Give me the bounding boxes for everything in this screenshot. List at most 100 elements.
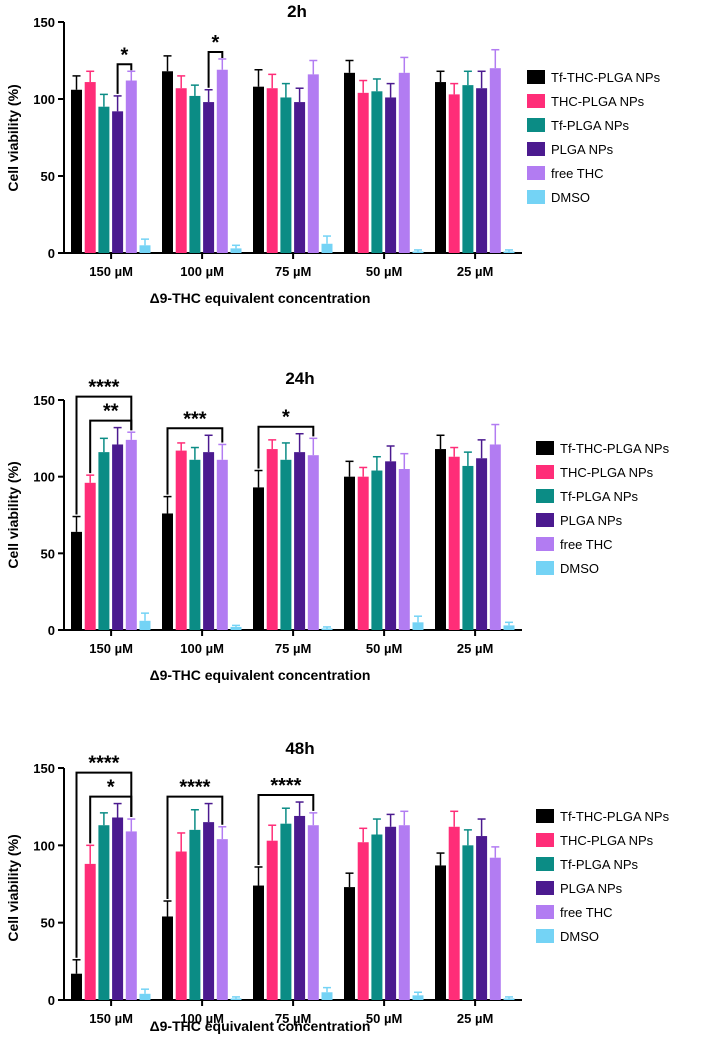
bar bbox=[253, 86, 264, 254]
bar bbox=[203, 102, 215, 253]
bar bbox=[448, 456, 460, 630]
bar bbox=[503, 251, 515, 253]
significance-bracket bbox=[75, 771, 133, 958]
y-tick-label: 50 bbox=[41, 916, 55, 931]
x-tick-label: 75 µM bbox=[275, 1011, 311, 1026]
bar bbox=[371, 470, 383, 630]
legend: Tf-THC-PLGA NPs THC-PLGA NPs Tf-PLGA NPs PL… bbox=[536, 441, 670, 576]
x-tick-label: 75 µM bbox=[275, 641, 311, 656]
legend-label: THC-PLGA NPs bbox=[560, 465, 654, 480]
significance-bracket bbox=[75, 395, 133, 515]
legend-swatch bbox=[527, 70, 545, 84]
bar bbox=[294, 102, 306, 253]
x-axis-label: Δ9-THC equivalent concentration bbox=[150, 290, 371, 306]
bar bbox=[307, 825, 319, 1000]
bar bbox=[189, 829, 201, 1000]
legend-label: PLGA NPs bbox=[551, 142, 614, 157]
bar bbox=[371, 91, 383, 253]
legend-swatch bbox=[527, 94, 545, 108]
legend-swatch bbox=[536, 441, 554, 455]
bar bbox=[98, 106, 110, 253]
legend-swatch bbox=[536, 561, 554, 575]
legend-swatch bbox=[527, 190, 545, 204]
bar bbox=[371, 834, 383, 1000]
legend-label: Tf-PLGA NPs bbox=[551, 118, 630, 133]
bar bbox=[435, 865, 446, 1000]
bar bbox=[462, 465, 474, 630]
bar bbox=[503, 998, 515, 1000]
legend-label: Tf-PLGA NPs bbox=[560, 489, 639, 504]
x-tick-label: 100 µM bbox=[180, 641, 224, 656]
significance-label: * bbox=[107, 777, 115, 799]
plot-area: 0 50 100 150 150 µM 100 µM 75 µM 50 µM 25 µM * * bbox=[33, 15, 522, 279]
bar bbox=[266, 840, 278, 1000]
significance-bracket bbox=[89, 419, 133, 474]
legend-label: DMSO bbox=[560, 561, 599, 576]
bar bbox=[253, 885, 264, 1000]
significance-label: * bbox=[121, 44, 129, 66]
y-tick-label: 100 bbox=[33, 92, 55, 107]
bar bbox=[280, 823, 292, 1000]
significance-bracket bbox=[207, 50, 224, 88]
bar bbox=[203, 452, 215, 630]
bar bbox=[294, 815, 306, 1000]
bar bbox=[344, 476, 355, 630]
x-tick-label: 25 µM bbox=[457, 264, 493, 279]
legend-label: THC-PLGA NPs bbox=[551, 94, 645, 109]
bar bbox=[462, 85, 474, 253]
panel-title: 48h bbox=[285, 739, 314, 758]
y-axis-label: Cell viability (%) bbox=[5, 84, 21, 191]
legend-swatch bbox=[536, 513, 554, 527]
bar bbox=[398, 469, 410, 630]
x-tick-label: 100 µM bbox=[180, 264, 224, 279]
bar bbox=[216, 69, 228, 254]
bar bbox=[162, 71, 173, 253]
bar bbox=[385, 97, 397, 254]
panel-title: 24h bbox=[285, 369, 314, 388]
bar bbox=[476, 836, 488, 1000]
legend-swatch bbox=[527, 166, 545, 180]
x-tick-label: 25 µM bbox=[457, 641, 493, 656]
bar bbox=[139, 245, 151, 253]
x-tick-label: 150 µM bbox=[89, 264, 133, 279]
legend-label: Tf-THC-PLGA NPs bbox=[560, 441, 670, 456]
x-tick-label: 25 µM bbox=[457, 1011, 493, 1026]
significance-label: * bbox=[212, 32, 220, 54]
legend-label: PLGA NPs bbox=[560, 513, 623, 528]
bar bbox=[503, 625, 515, 630]
bar bbox=[216, 459, 228, 630]
y-tick-label: 150 bbox=[33, 15, 55, 30]
bar bbox=[357, 476, 369, 630]
bar bbox=[344, 887, 355, 1000]
bar bbox=[357, 842, 369, 1000]
x-tick-label: 150 µM bbox=[89, 1011, 133, 1026]
significance-bracket bbox=[166, 795, 224, 900]
bar bbox=[448, 94, 460, 253]
y-tick-label: 100 bbox=[33, 470, 55, 485]
legend-label: Tf-THC-PLGA NPs bbox=[551, 70, 661, 85]
legend-label: free THC bbox=[560, 905, 613, 920]
bar bbox=[489, 68, 501, 253]
bar bbox=[435, 449, 446, 630]
significance-label: **** bbox=[270, 775, 301, 797]
bar bbox=[175, 450, 187, 630]
bar bbox=[71, 89, 82, 253]
legend-label: DMSO bbox=[551, 190, 590, 205]
bar bbox=[280, 97, 292, 254]
y-tick-label: 150 bbox=[33, 761, 55, 776]
legend-label: free THC bbox=[551, 166, 604, 181]
y-tick-label: 50 bbox=[41, 546, 55, 561]
legend-label: PLGA NPs bbox=[560, 881, 623, 896]
y-axis-label: Cell viability (%) bbox=[5, 834, 21, 941]
significance-label: **** bbox=[179, 777, 210, 799]
bar bbox=[448, 826, 460, 1000]
bar bbox=[385, 826, 397, 1000]
legend-swatch bbox=[536, 857, 554, 871]
x-tick-label: 150 µM bbox=[89, 641, 133, 656]
bar bbox=[489, 444, 501, 630]
legend-label: Tf-THC-PLGA NPs bbox=[560, 809, 670, 824]
bar bbox=[266, 88, 278, 253]
